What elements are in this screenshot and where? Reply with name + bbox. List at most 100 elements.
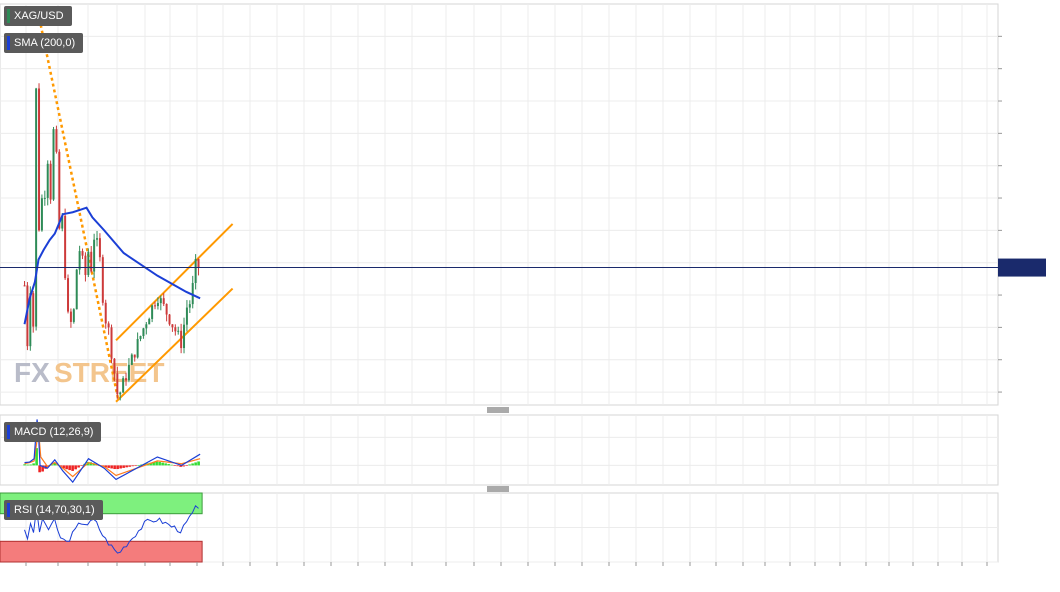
chart-background <box>0 3 999 563</box>
candlestick-series <box>23 83 200 401</box>
sma-color-swatch <box>7 36 10 50</box>
macd-histogram-bar <box>80 465 83 466</box>
axes <box>0 35 1046 566</box>
candle-body <box>32 293 35 327</box>
symbol-label: XAG/USD <box>14 10 64 22</box>
candle-body <box>145 324 148 329</box>
sma-label: SMA (200,0) <box>14 37 76 49</box>
candle-body <box>183 324 186 349</box>
macd-histogram-bar <box>170 464 173 466</box>
rsi-legend[interactable]: RSI (14,70,30,1) <box>4 500 103 520</box>
macd-histogram-bar <box>158 461 161 466</box>
macd-histogram-bar <box>173 465 176 466</box>
trendline-0 <box>35 6 120 399</box>
candle-body <box>75 269 78 310</box>
macd-histogram-bar <box>110 465 113 469</box>
candle-body <box>35 88 38 327</box>
candle-body <box>171 324 174 328</box>
macd-histogram-bar <box>125 465 128 468</box>
candle-body <box>98 238 101 258</box>
macd-histogram-bar <box>26 464 29 466</box>
candle-body <box>191 282 194 305</box>
macd-series <box>23 419 201 484</box>
trendline-1 <box>115 223 234 342</box>
candle-body <box>72 309 75 322</box>
trendline-2 <box>115 287 234 403</box>
candle-body <box>165 303 168 315</box>
watermark-fx: FX <box>14 357 50 388</box>
candle-body <box>174 327 177 332</box>
candle-body <box>110 327 113 359</box>
macd-label: MACD (12,26,9) <box>14 426 94 438</box>
candle-body <box>122 378 125 393</box>
candle-body <box>104 302 107 324</box>
macd-histogram-bar <box>191 463 194 466</box>
candle-body <box>90 251 93 272</box>
sma-legend[interactable]: SMA (200,0) <box>4 33 84 53</box>
macd-histogram-bar <box>179 465 182 467</box>
candle-body <box>84 255 87 275</box>
candle-body <box>185 307 188 325</box>
macd-histogram-bar <box>161 462 164 466</box>
macd-color-swatch <box>7 425 10 439</box>
candle-body <box>61 215 64 229</box>
macd-histogram-bar <box>176 465 179 467</box>
candle-body <box>148 318 151 325</box>
candle-body <box>154 305 157 307</box>
macd-histogram-bar <box>194 462 197 466</box>
macd-histogram-bar <box>149 462 152 466</box>
rsi-color-swatch <box>7 503 10 517</box>
macd-legend[interactable]: MACD (12,26,9) <box>4 422 102 442</box>
macd-histogram-bar <box>35 448 38 466</box>
symbol-legend[interactable]: XAG/USD <box>4 6 72 26</box>
candle-body <box>46 163 49 198</box>
candle-body <box>67 278 70 312</box>
macd-histogram-bar <box>155 461 158 466</box>
candle-body <box>93 239 96 272</box>
candle-body <box>197 259 200 268</box>
macd-histogram-bar <box>197 461 200 466</box>
macd-histogram-bar <box>77 465 80 468</box>
macd-histogram-bar <box>62 465 65 469</box>
candle-body <box>188 304 191 308</box>
candle-body <box>29 293 32 347</box>
macd-histogram-bar <box>38 465 41 473</box>
candle-body <box>52 129 55 200</box>
trend-lines <box>35 6 234 403</box>
rsi-line <box>24 504 199 554</box>
candle-body <box>136 339 139 358</box>
macd-histogram-bar <box>32 463 35 466</box>
candle-body <box>23 285 26 287</box>
candle-body <box>119 392 122 395</box>
macd-histogram-bar <box>143 463 146 466</box>
candle-body <box>113 358 116 374</box>
candle-body <box>180 330 183 349</box>
candle-body <box>55 129 58 152</box>
candle-body <box>58 151 61 229</box>
pane-resize-handles[interactable] <box>487 407 509 492</box>
candle-body <box>26 285 29 347</box>
candle-body <box>49 163 52 200</box>
macd-histogram-bar <box>185 465 188 466</box>
candle-body <box>177 330 180 332</box>
rsi-label: RSI (14,70,30,1) <box>14 504 95 516</box>
macd-histogram-bar <box>65 465 68 470</box>
candle-body <box>125 378 128 381</box>
candle-body <box>133 354 136 358</box>
macd-histogram-bar <box>104 465 107 468</box>
macd-histogram-bar <box>188 464 191 466</box>
candle-body <box>69 311 72 322</box>
macd-histogram-bar <box>182 465 185 467</box>
candle-body <box>168 314 171 325</box>
macd-histogram-bar <box>23 464 26 466</box>
rsi-series <box>24 504 199 554</box>
candle-body <box>194 259 197 283</box>
candle-body <box>96 238 99 240</box>
macd-histogram-bar <box>68 465 71 471</box>
candle-body <box>43 197 46 199</box>
sma-line <box>23 206 201 325</box>
macd-histogram-bar <box>119 465 122 469</box>
candle-body <box>159 298 162 304</box>
candle-body <box>38 88 41 231</box>
